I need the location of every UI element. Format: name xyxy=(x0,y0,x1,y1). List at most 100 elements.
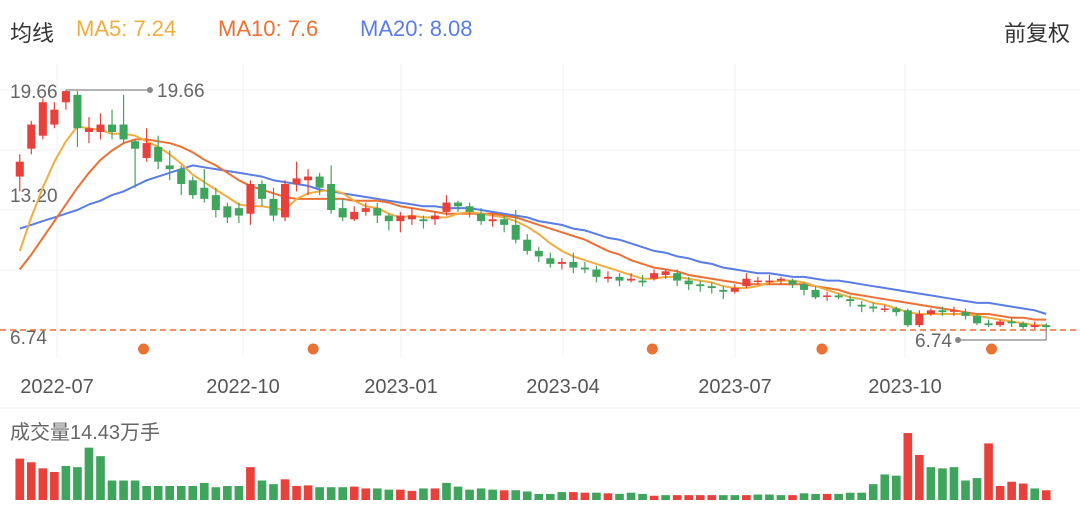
volume-bar xyxy=(326,487,336,500)
ma20-line xyxy=(19,164,1047,315)
candle-body xyxy=(511,224,520,240)
candle xyxy=(361,202,370,216)
candle-body xyxy=(580,267,589,270)
candle-body xyxy=(523,239,532,251)
x-tick-label: 2023-10 xyxy=(868,376,941,398)
candle-body xyxy=(972,315,982,324)
candle xyxy=(915,310,924,328)
candle-body xyxy=(373,208,382,216)
volume-bar xyxy=(384,489,394,500)
candle-body xyxy=(650,273,659,279)
volume-bar xyxy=(845,492,855,500)
candle xyxy=(200,169,209,203)
volume-bar xyxy=(453,486,463,500)
volume-label: 成交量14.43万手 xyxy=(10,422,161,444)
candle xyxy=(753,276,762,285)
candle xyxy=(211,187,220,218)
candle-body xyxy=(50,109,59,125)
candle xyxy=(488,213,497,227)
candle-body xyxy=(442,202,451,212)
volume-bar xyxy=(580,492,590,500)
volume-bar xyxy=(372,488,382,500)
candle xyxy=(1030,321,1039,329)
candle xyxy=(638,275,647,287)
candle-body xyxy=(327,183,336,210)
candle xyxy=(892,306,901,316)
candle xyxy=(407,208,416,225)
event-marker xyxy=(138,343,150,355)
candle xyxy=(96,113,105,140)
y-tick-label: 13.20 xyxy=(10,186,58,207)
candle xyxy=(684,276,693,290)
candle xyxy=(776,276,786,285)
adjust-mode-button[interactable]: 前复权 xyxy=(1003,21,1070,46)
candle-body xyxy=(661,271,670,276)
candle-body xyxy=(477,213,486,222)
volume-bar xyxy=(119,480,128,500)
candle xyxy=(188,176,197,199)
candle-body xyxy=(315,176,324,188)
candle-body xyxy=(799,284,809,290)
candle xyxy=(696,280,705,292)
candle xyxy=(350,206,359,222)
candle-body xyxy=(73,94,82,129)
candle xyxy=(603,271,613,283)
ma10-legend: MA10: 7.6 xyxy=(218,16,319,41)
candle-body xyxy=(1019,323,1028,328)
candle xyxy=(500,215,509,233)
volume-bar xyxy=(707,495,717,500)
y-tick-label: 6.74 xyxy=(10,328,47,349)
candle-body xyxy=(257,183,267,199)
candle xyxy=(131,139,140,188)
candle xyxy=(384,213,393,231)
candle xyxy=(315,172,324,196)
volume-bar xyxy=(868,484,878,500)
volume-bar xyxy=(465,489,474,500)
candle xyxy=(984,319,993,328)
candle-body xyxy=(84,128,94,132)
volume-bar xyxy=(603,493,613,500)
volume-bar xyxy=(1007,481,1016,500)
candle xyxy=(846,295,855,307)
candle-body xyxy=(142,143,151,158)
candle xyxy=(1019,321,1028,329)
candle xyxy=(119,94,128,144)
candle-body xyxy=(269,198,278,216)
volume-bar xyxy=(995,486,1005,500)
volume-bar xyxy=(442,482,451,500)
candle xyxy=(477,208,486,225)
candle xyxy=(996,319,1005,328)
volume-bar xyxy=(626,492,636,500)
candle xyxy=(869,302,878,313)
candle xyxy=(661,269,670,279)
volume-bar xyxy=(984,443,993,500)
volume-bar xyxy=(315,487,324,500)
candle xyxy=(938,306,947,316)
volume-bar xyxy=(730,495,740,500)
volume-bar xyxy=(557,492,567,500)
volume-bar xyxy=(949,467,959,500)
volume-bar xyxy=(903,433,913,500)
candle xyxy=(15,154,24,192)
candle-body xyxy=(857,304,866,307)
volume-bar xyxy=(1018,483,1028,500)
candle-body xyxy=(788,280,797,285)
candle xyxy=(165,150,174,181)
candle-body xyxy=(304,176,313,181)
candle xyxy=(730,284,739,294)
volume-bar xyxy=(776,495,786,500)
candle xyxy=(707,282,716,294)
volume-bar xyxy=(246,467,255,500)
candle xyxy=(626,273,636,283)
candle-body xyxy=(27,124,36,149)
candle-body xyxy=(177,169,186,184)
candle-body xyxy=(996,321,1005,326)
candle xyxy=(142,128,151,162)
candle xyxy=(27,120,36,155)
y-tick-label: 19.66 xyxy=(10,82,58,103)
candle xyxy=(811,286,820,300)
candle-body xyxy=(1007,321,1016,324)
candle xyxy=(834,293,843,300)
candle-body xyxy=(569,262,578,268)
